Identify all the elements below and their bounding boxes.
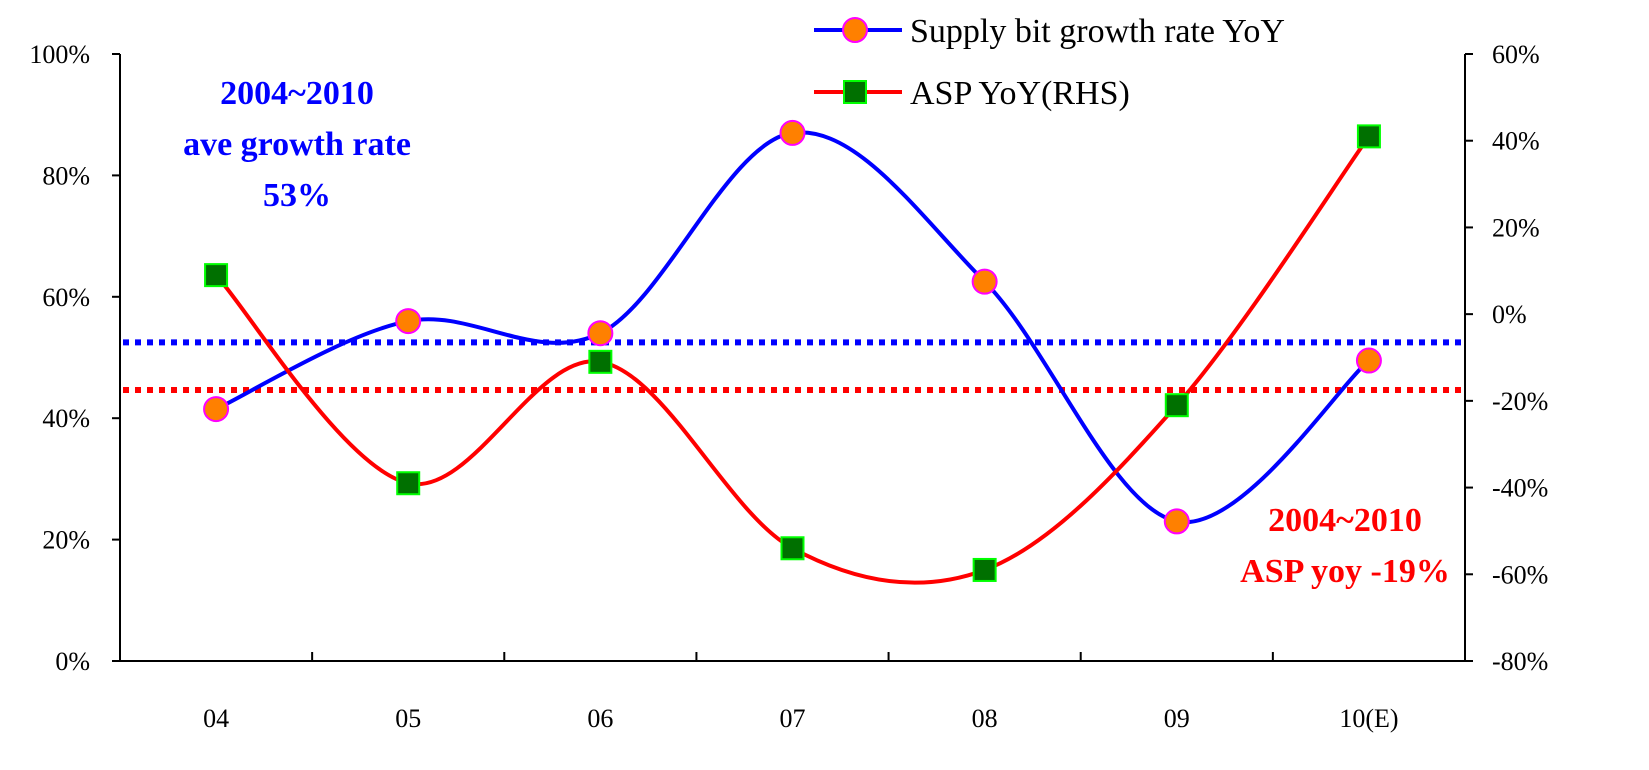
y-left-tick-label: 100% — [29, 40, 90, 69]
data-point — [972, 557, 997, 582]
x-tick-label: 05 — [395, 704, 421, 733]
data-point — [587, 320, 614, 347]
series-line — [214, 135, 1371, 585]
annotation-line: ASP yoy -19% — [1240, 553, 1450, 590]
data-point — [1356, 124, 1381, 149]
x-tick-label: 07 — [780, 704, 806, 733]
annotation-line: ave growth rate — [183, 126, 411, 163]
y-right-tick-label: -80% — [1492, 647, 1548, 676]
data-point — [203, 396, 230, 423]
legend: Supply bit growth rate YoY ASP YoY(RHS) — [814, 13, 1285, 112]
x-tick-label: 04 — [203, 704, 229, 733]
data-point — [1355, 347, 1382, 374]
x-tick-label: 08 — [972, 704, 998, 733]
y-right-tick-label: 40% — [1492, 127, 1540, 156]
legend-label: ASP YoY(RHS) — [910, 75, 1130, 112]
series-asp-yoy — [204, 124, 1381, 585]
series-layer — [203, 119, 1382, 585]
data-point — [204, 263, 229, 288]
data-point — [395, 308, 422, 335]
legend-swatch-marker — [843, 80, 867, 104]
y-right-tick-label: 60% — [1492, 40, 1540, 69]
data-point — [1163, 508, 1190, 535]
data-point — [971, 268, 998, 295]
y-left-tick-label: 60% — [42, 283, 90, 312]
y-right-tick-label: -20% — [1492, 387, 1548, 416]
y-left-tick-label: 40% — [42, 404, 90, 433]
y-right-tick-label: -40% — [1492, 474, 1548, 503]
legend-item: Supply bit growth rate YoY — [814, 13, 1285, 50]
series-line — [215, 130, 1371, 525]
x-tick-label: 09 — [1164, 704, 1190, 733]
legend-label: Supply bit growth rate YoY — [910, 13, 1285, 50]
data-point — [780, 536, 805, 561]
x-tick-label: 06 — [587, 704, 613, 733]
y-right-tick-label: 20% — [1492, 213, 1540, 242]
annotation-line: 2004~2010 — [220, 75, 374, 112]
annotation-growth-average: 2004~2010 ave growth rate 53% — [183, 75, 411, 214]
y-right-tick-label: -60% — [1492, 560, 1548, 589]
data-point — [779, 119, 806, 146]
reference-lines — [123, 339, 1462, 394]
annotation-line: 53% — [263, 177, 331, 214]
y-left-tick-label: 0% — [55, 647, 90, 676]
legend-swatch-marker — [842, 17, 868, 43]
data-point — [396, 471, 421, 496]
data-point — [1164, 393, 1189, 418]
legend-item: ASP YoY(RHS) — [814, 75, 1130, 112]
x-tick-label: 10(E) — [1339, 704, 1398, 733]
annotation-asp-average: 2004~2010 ASP yoy -19% — [1240, 502, 1450, 590]
y-left-tick-label: 80% — [42, 161, 90, 190]
y-right-tick-label: 0% — [1492, 300, 1527, 329]
y-left-tick-label: 20% — [42, 526, 90, 555]
series-supply-bit-growth — [203, 119, 1382, 535]
data-point — [588, 349, 613, 374]
annotations: 2004~2010 ave growth rate 53% 2004~2010 ASP … — [183, 75, 1450, 590]
axes: 0% 20% 40% 60% 80% 100% -80% -60% -40% -20% 0% 20% 4… — [29, 40, 1548, 733]
annotation-line: 2004~2010 — [1268, 502, 1422, 539]
